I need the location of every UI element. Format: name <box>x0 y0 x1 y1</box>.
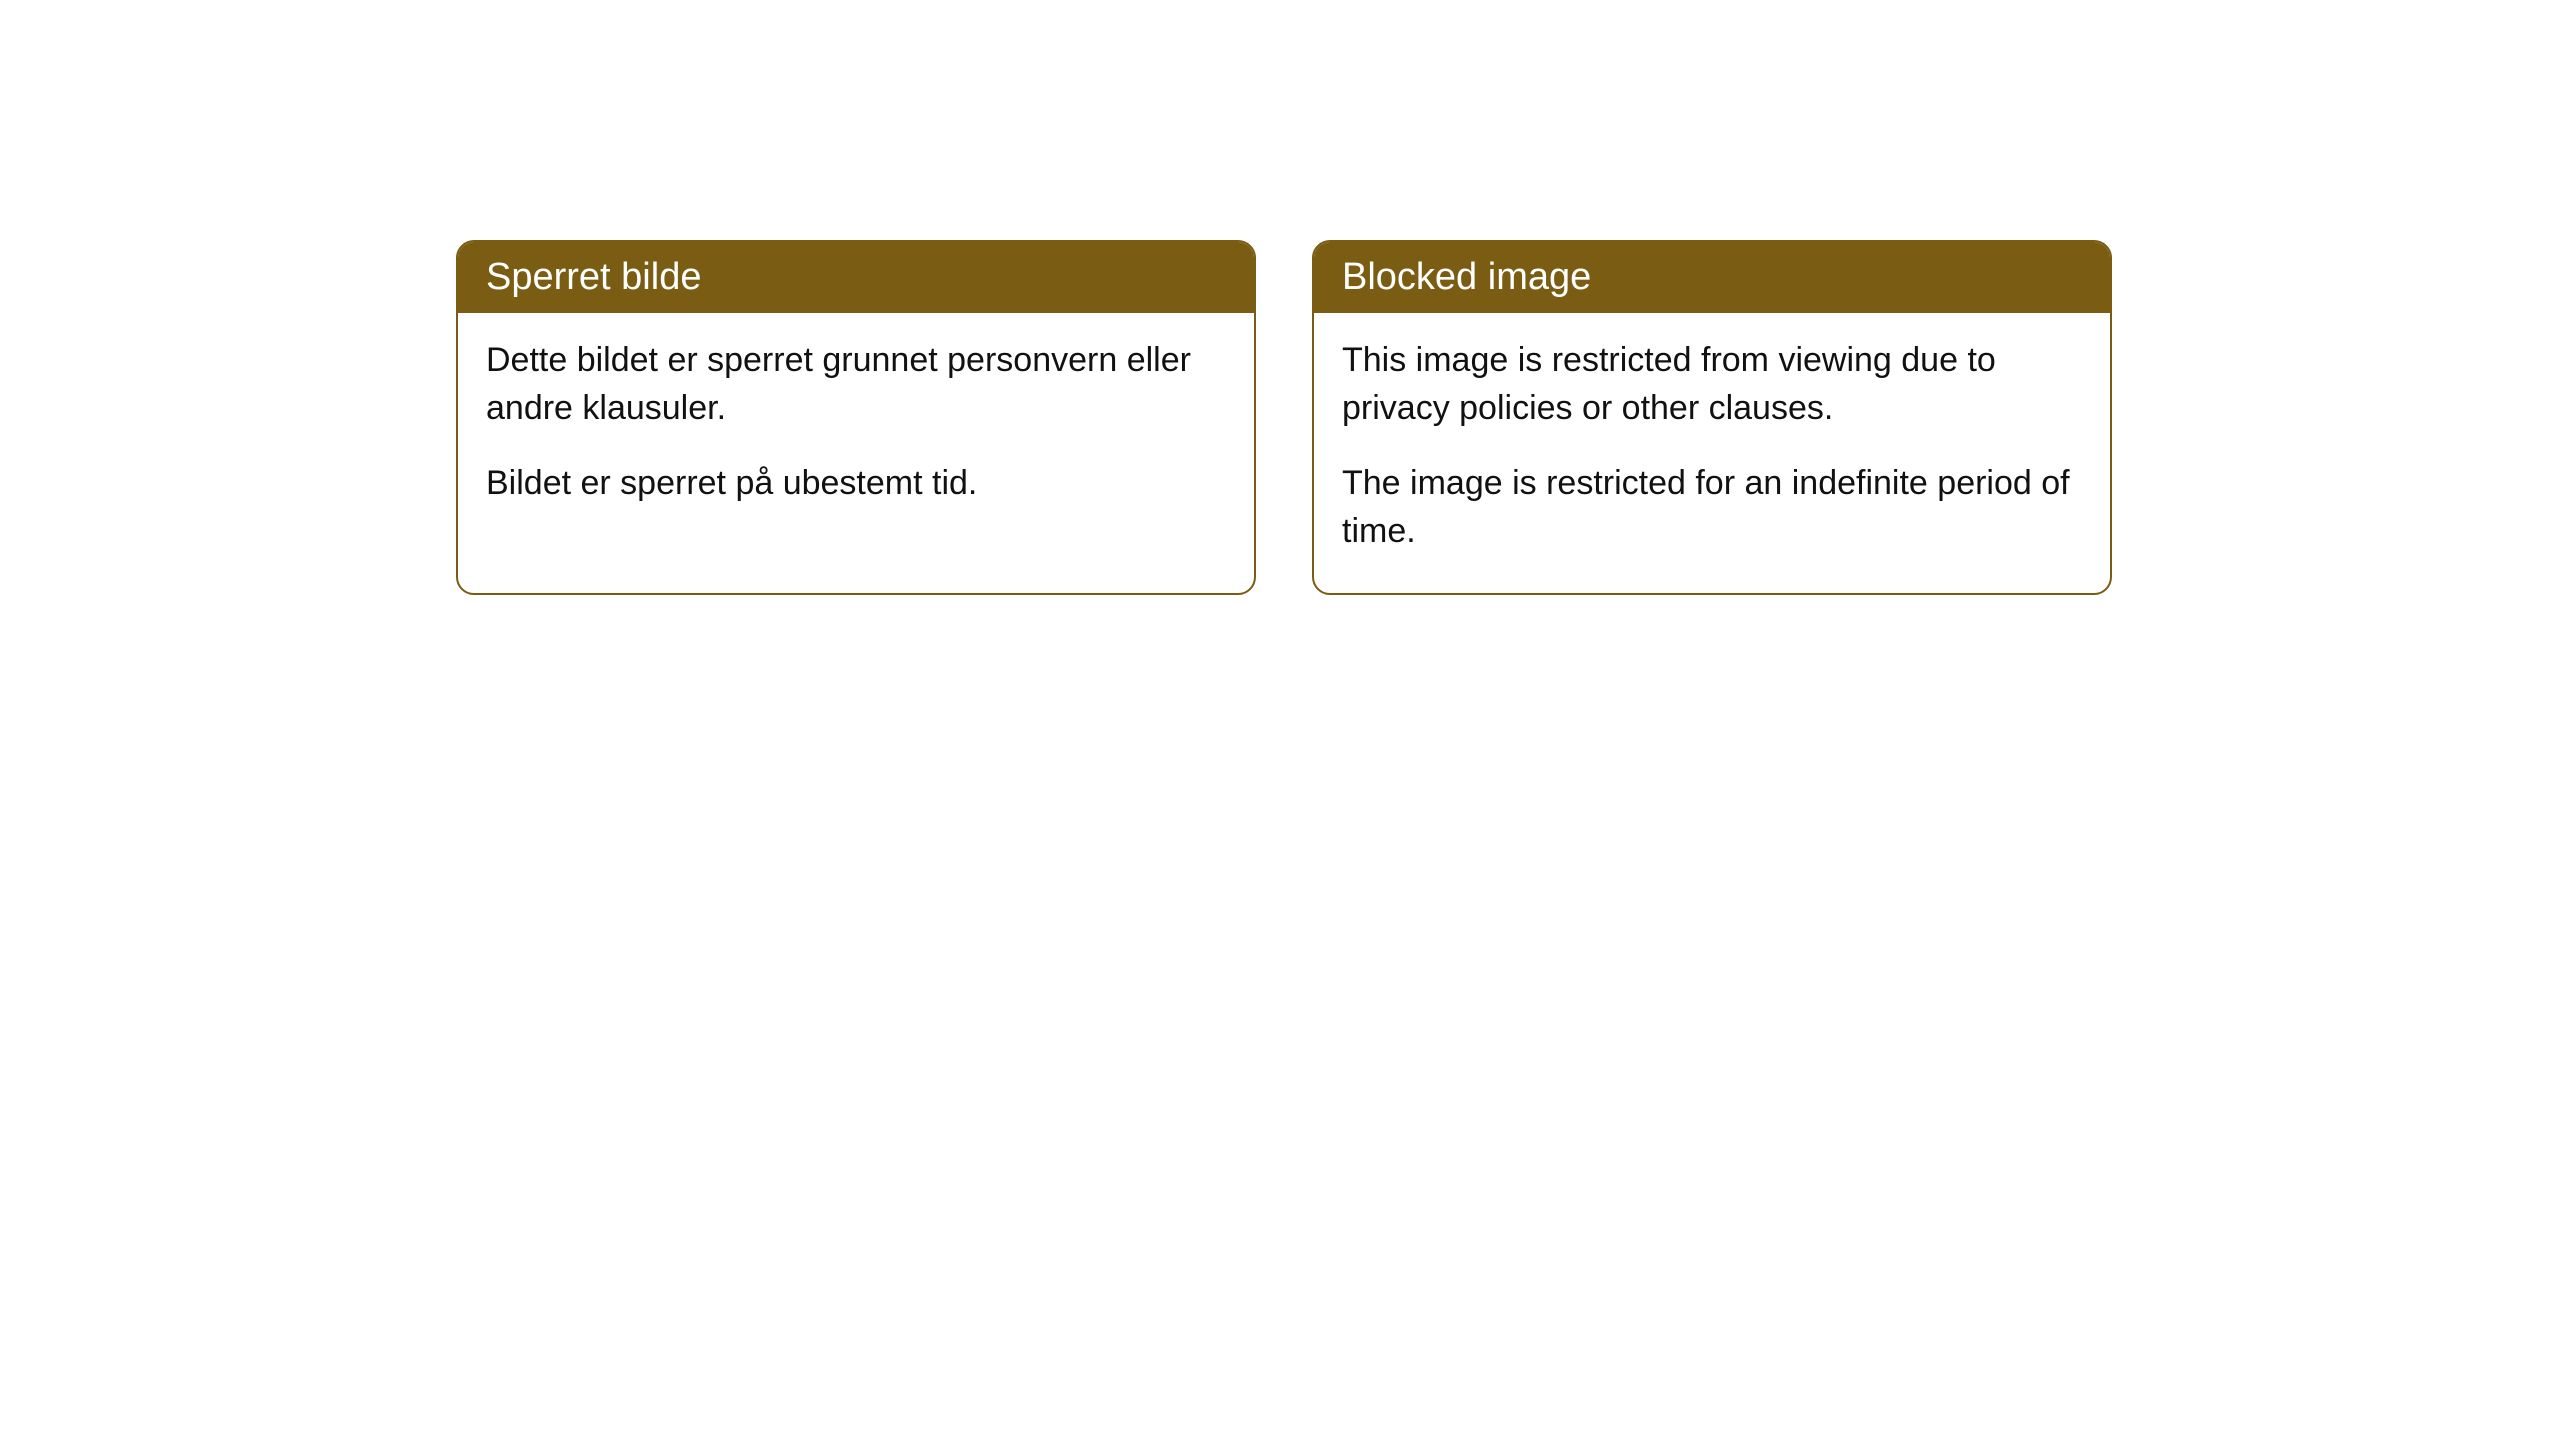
notice-cards-container: Sperret bilde Dette bildet er sperret gr… <box>456 240 2112 595</box>
card-body: Dette bildet er sperret grunnet personve… <box>458 313 1254 546</box>
card-title: Blocked image <box>1342 256 1591 298</box>
blocked-image-card-norwegian: Sperret bilde Dette bildet er sperret gr… <box>456 240 1256 595</box>
card-header: Sperret bilde <box>458 242 1254 313</box>
card-paragraph: This image is restricted from viewing du… <box>1342 337 2082 432</box>
card-header: Blocked image <box>1314 242 2110 313</box>
card-title: Sperret bilde <box>486 256 701 298</box>
card-paragraph: The image is restricted for an indefinit… <box>1342 460 2082 555</box>
blocked-image-card-english: Blocked image This image is restricted f… <box>1312 240 2112 595</box>
card-paragraph: Dette bildet er sperret grunnet personve… <box>486 337 1226 432</box>
card-body: This image is restricted from viewing du… <box>1314 313 2110 593</box>
card-paragraph: Bildet er sperret på ubestemt tid. <box>486 460 1226 508</box>
